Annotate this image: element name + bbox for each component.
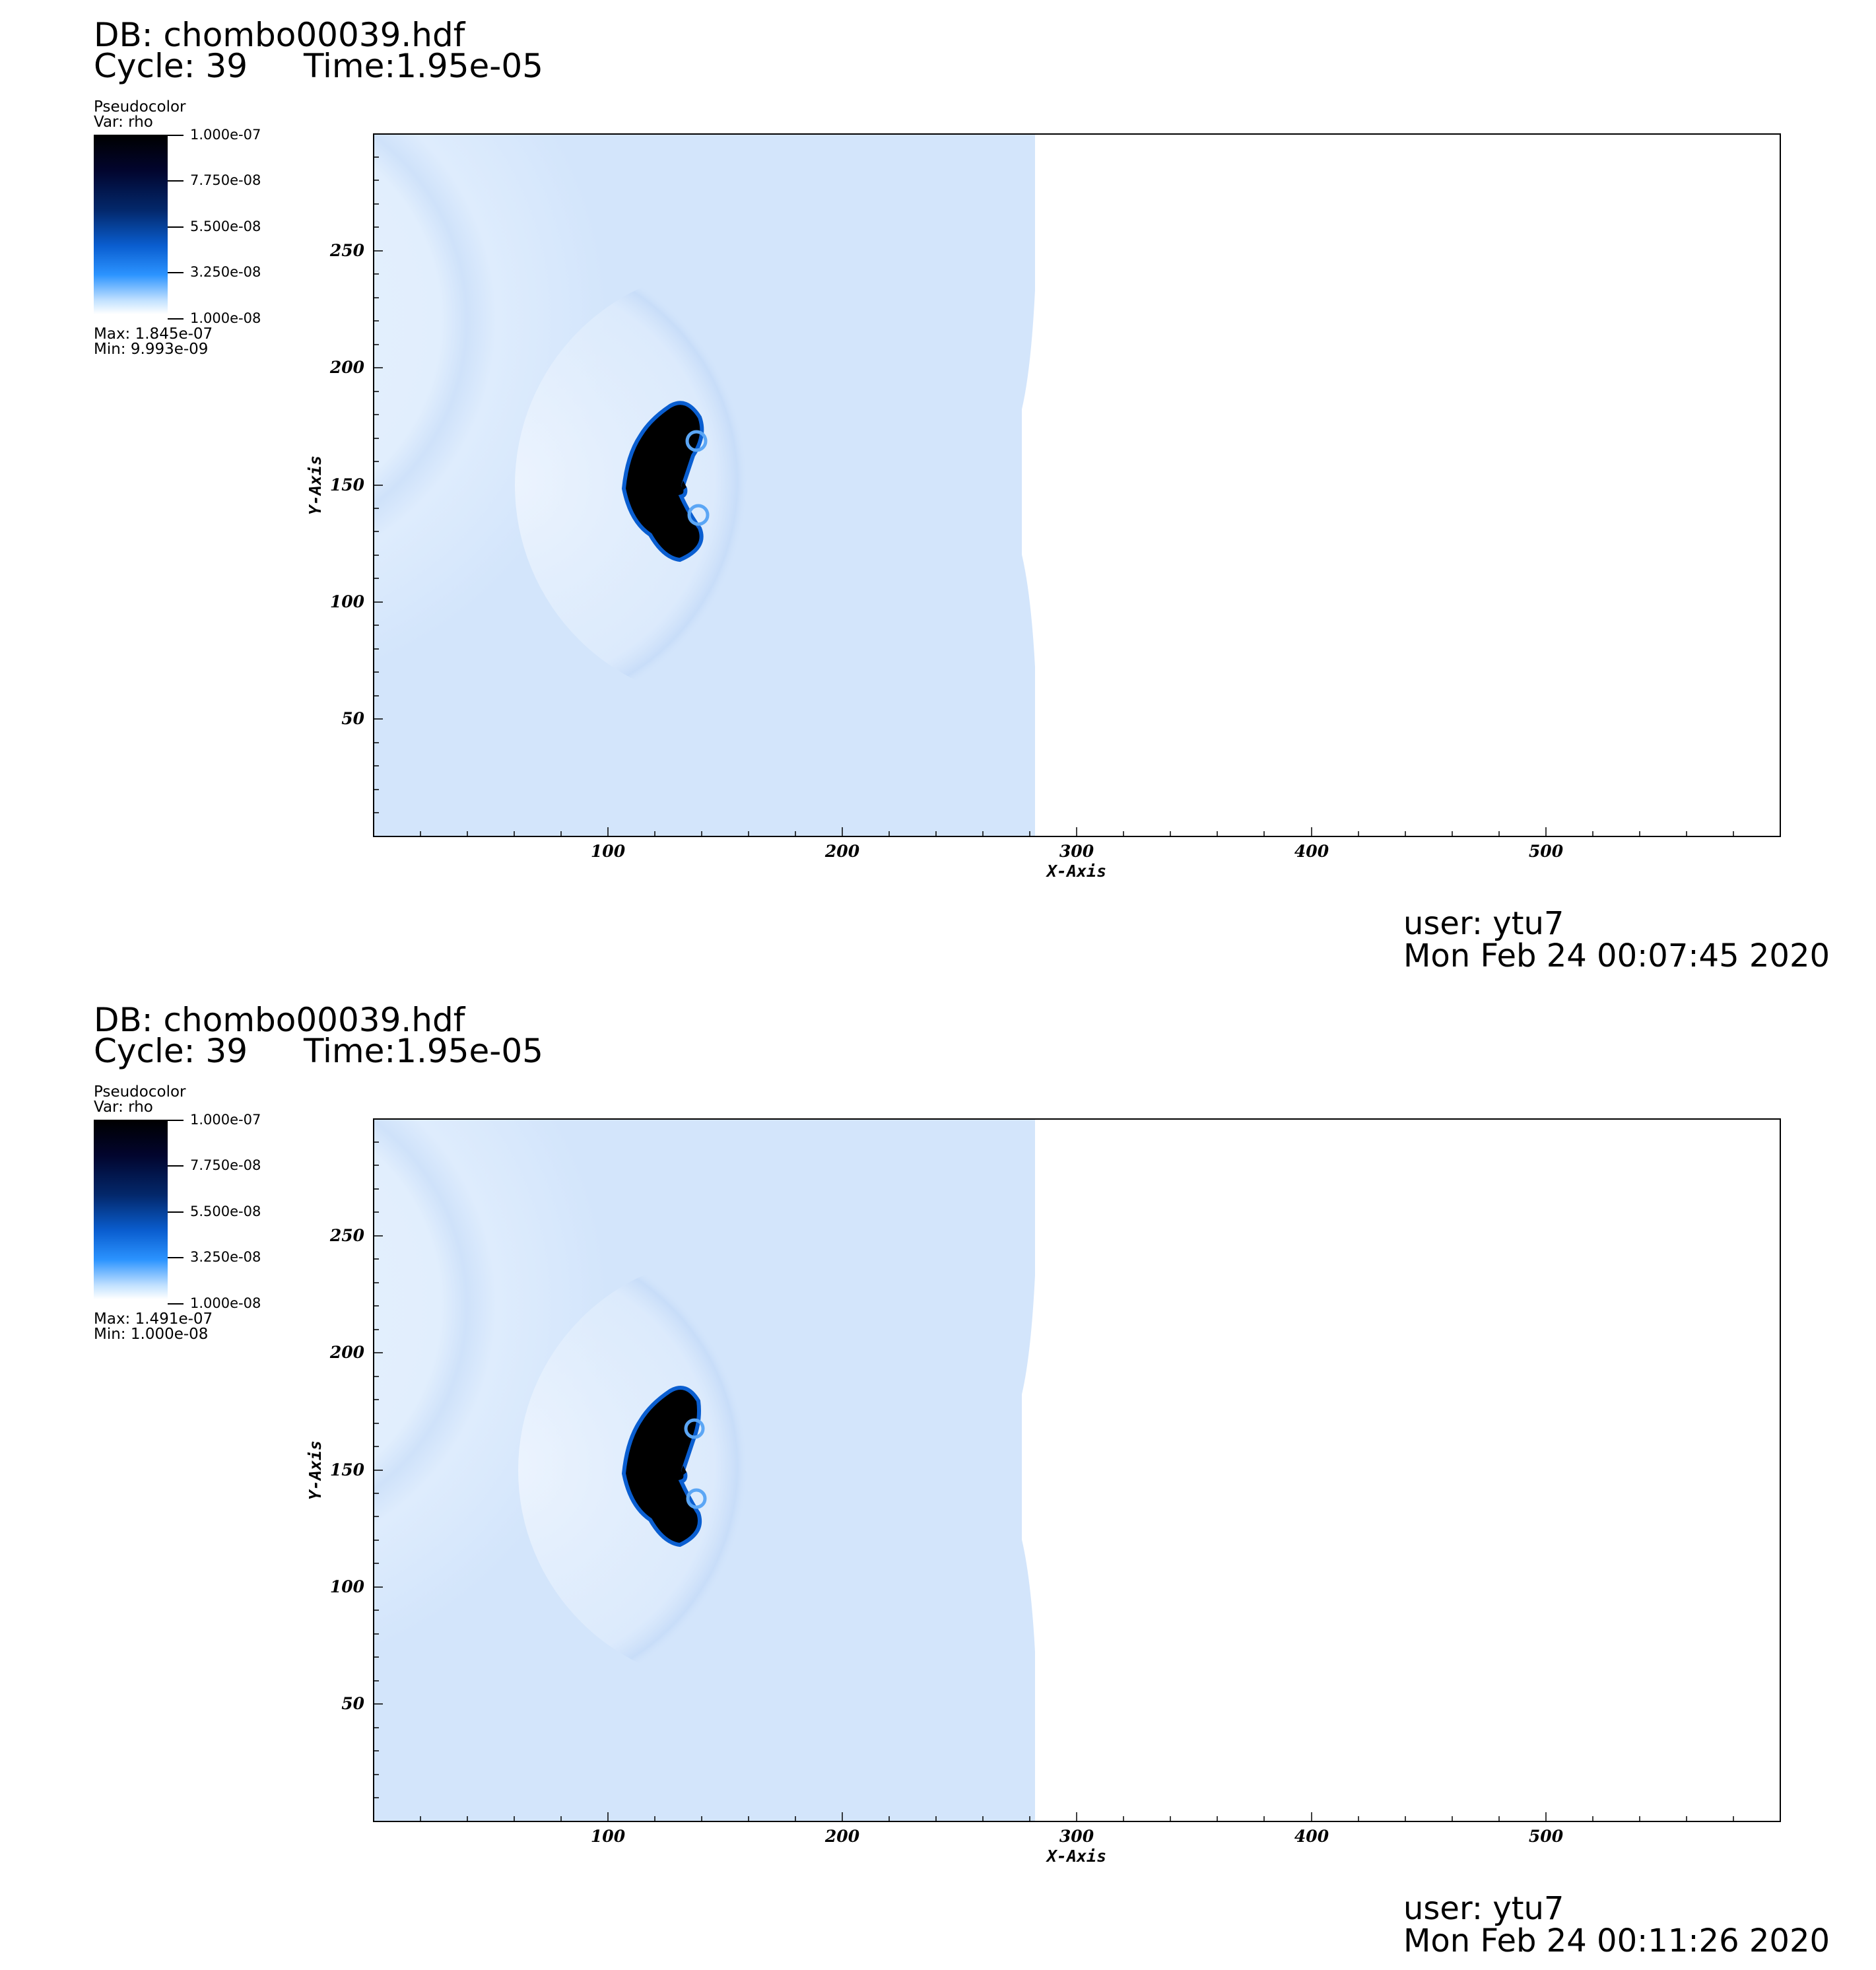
legend-max: Max: 1.845e-07 [94,325,213,343]
shock-ring [518,1256,947,1685]
y-tick-label: 100 [330,1577,365,1596]
date-label: Mon Feb 24 00:07:45 2020 [1403,937,1830,974]
legend-variable: Var: rho [94,114,153,131]
colorbar-tick-label: 7.750e-08 [190,1157,261,1173]
colorbar-tick [168,180,184,182]
x-tick-label: 400 [1294,842,1329,861]
legend-title: Pseudocolor [94,98,186,116]
y-minor-ticks [374,156,383,813]
colorbar-tick-label: 5.500e-08 [190,219,261,234]
y-tick-label: 200 [329,1343,365,1362]
legend-variable: Var: rho [94,1099,153,1116]
blob-vortex [685,430,708,452]
cycle-label: Cycle: 39 [94,47,248,85]
x-tick-label: 500 [1529,1827,1564,1846]
y-tick-label: 250 [329,1226,365,1245]
pseudocolor-plot: 250 200 150 100 50 100 200 300 400 500 X… [306,133,1781,881]
y-tick-label: 50 [341,1694,364,1713]
cycle-label: Cycle: 39 [94,1032,248,1070]
colorbar-tick [168,135,184,136]
y-minor-ticks [374,1141,383,1798]
x-axis-title: X-Axis [1046,862,1106,881]
x-tick-label: 100 [591,1827,626,1846]
colorbar-tick-label: 1.000e-08 [190,310,261,326]
blob-vortex [684,1418,705,1439]
legend-min: Min: 9.993e-09 [94,341,209,358]
y-tick-label: 200 [329,358,365,377]
y-tick-label: 50 [341,709,364,728]
colorbar-tick [168,1165,184,1167]
colorbar-tick-label: 3.250e-08 [190,1249,261,1265]
user-label: user: ytu7 [1403,905,1564,942]
y-tick-label: 150 [330,1460,365,1479]
colorbar-tick-label: 1.000e-07 [190,127,261,143]
blob-vortex [687,504,710,526]
x-minor-ticks [420,827,1734,836]
x-tick-label: 300 [1059,842,1094,861]
database-label: DB: chombo00039.hdf [94,16,465,54]
legend-min: Min: 1.000e-08 [94,1326,209,1343]
y-tick-label: 250 [329,241,365,260]
y-axis-title: Y-Axis [306,456,325,515]
colorbar-tick [168,226,184,228]
visit-panel-top: DB: chombo00039.hdf Cycle: 39 Time:1.95e… [94,16,1830,974]
x-minor-ticks [420,1812,1734,1821]
colorbar-tick [168,1211,184,1213]
blob-feature [681,1466,687,1475]
dense-blob [621,1386,702,1547]
colorbar-tick-label: 3.250e-08 [190,264,261,280]
colorbar-tick [168,318,184,320]
colorbar-tick-label: 1.000e-08 [190,1295,261,1311]
colorbar-tick [168,1303,184,1305]
user-label: user: ytu7 [1403,1890,1564,1927]
colorbar-tick-label: 7.750e-08 [190,172,261,188]
blob-vortex [686,1488,707,1509]
colorbar-tick [168,1257,184,1258]
blob-feature [681,481,687,490]
time-label: Time:1.95e-05 [304,47,543,85]
pseudocolor-plot: 250 200 150 100 50 100 200 300 400 500 X… [306,1118,1781,1866]
x-tick-label: 300 [1059,1827,1094,1846]
date-label: Mon Feb 24 00:11:26 2020 [1403,1922,1830,1959]
x-tick-label: 200 [824,1827,860,1846]
shock-ring [515,267,951,703]
colorbar-tick [168,1120,184,1121]
y-tick-label: 100 [330,592,365,611]
legend-max: Max: 1.491e-07 [94,1310,213,1328]
colorbar [94,1120,168,1299]
colorbar-tick [168,272,184,273]
x-tick-label: 500 [1529,842,1564,861]
legend-title: Pseudocolor [94,1083,186,1101]
colorbar-tick-label: 1.000e-07 [190,1112,261,1128]
colorbar-tick-label: 5.500e-08 [190,1204,261,1219]
colorbar [94,135,168,314]
database-label: DB: chombo00039.hdf [94,1001,465,1039]
time-label: Time:1.95e-05 [304,1032,543,1070]
x-tick-label: 100 [591,842,626,861]
x-tick-label: 200 [824,842,860,861]
x-tick-label: 400 [1294,1827,1329,1846]
y-tick-label: 150 [330,475,365,494]
x-axis-title: X-Axis [1046,1847,1106,1866]
y-axis-title: Y-Axis [306,1441,325,1500]
visit-panel-bottom: DB: chombo00039.hdf Cycle: 39 Time:1.95e… [0,985,1876,1970]
